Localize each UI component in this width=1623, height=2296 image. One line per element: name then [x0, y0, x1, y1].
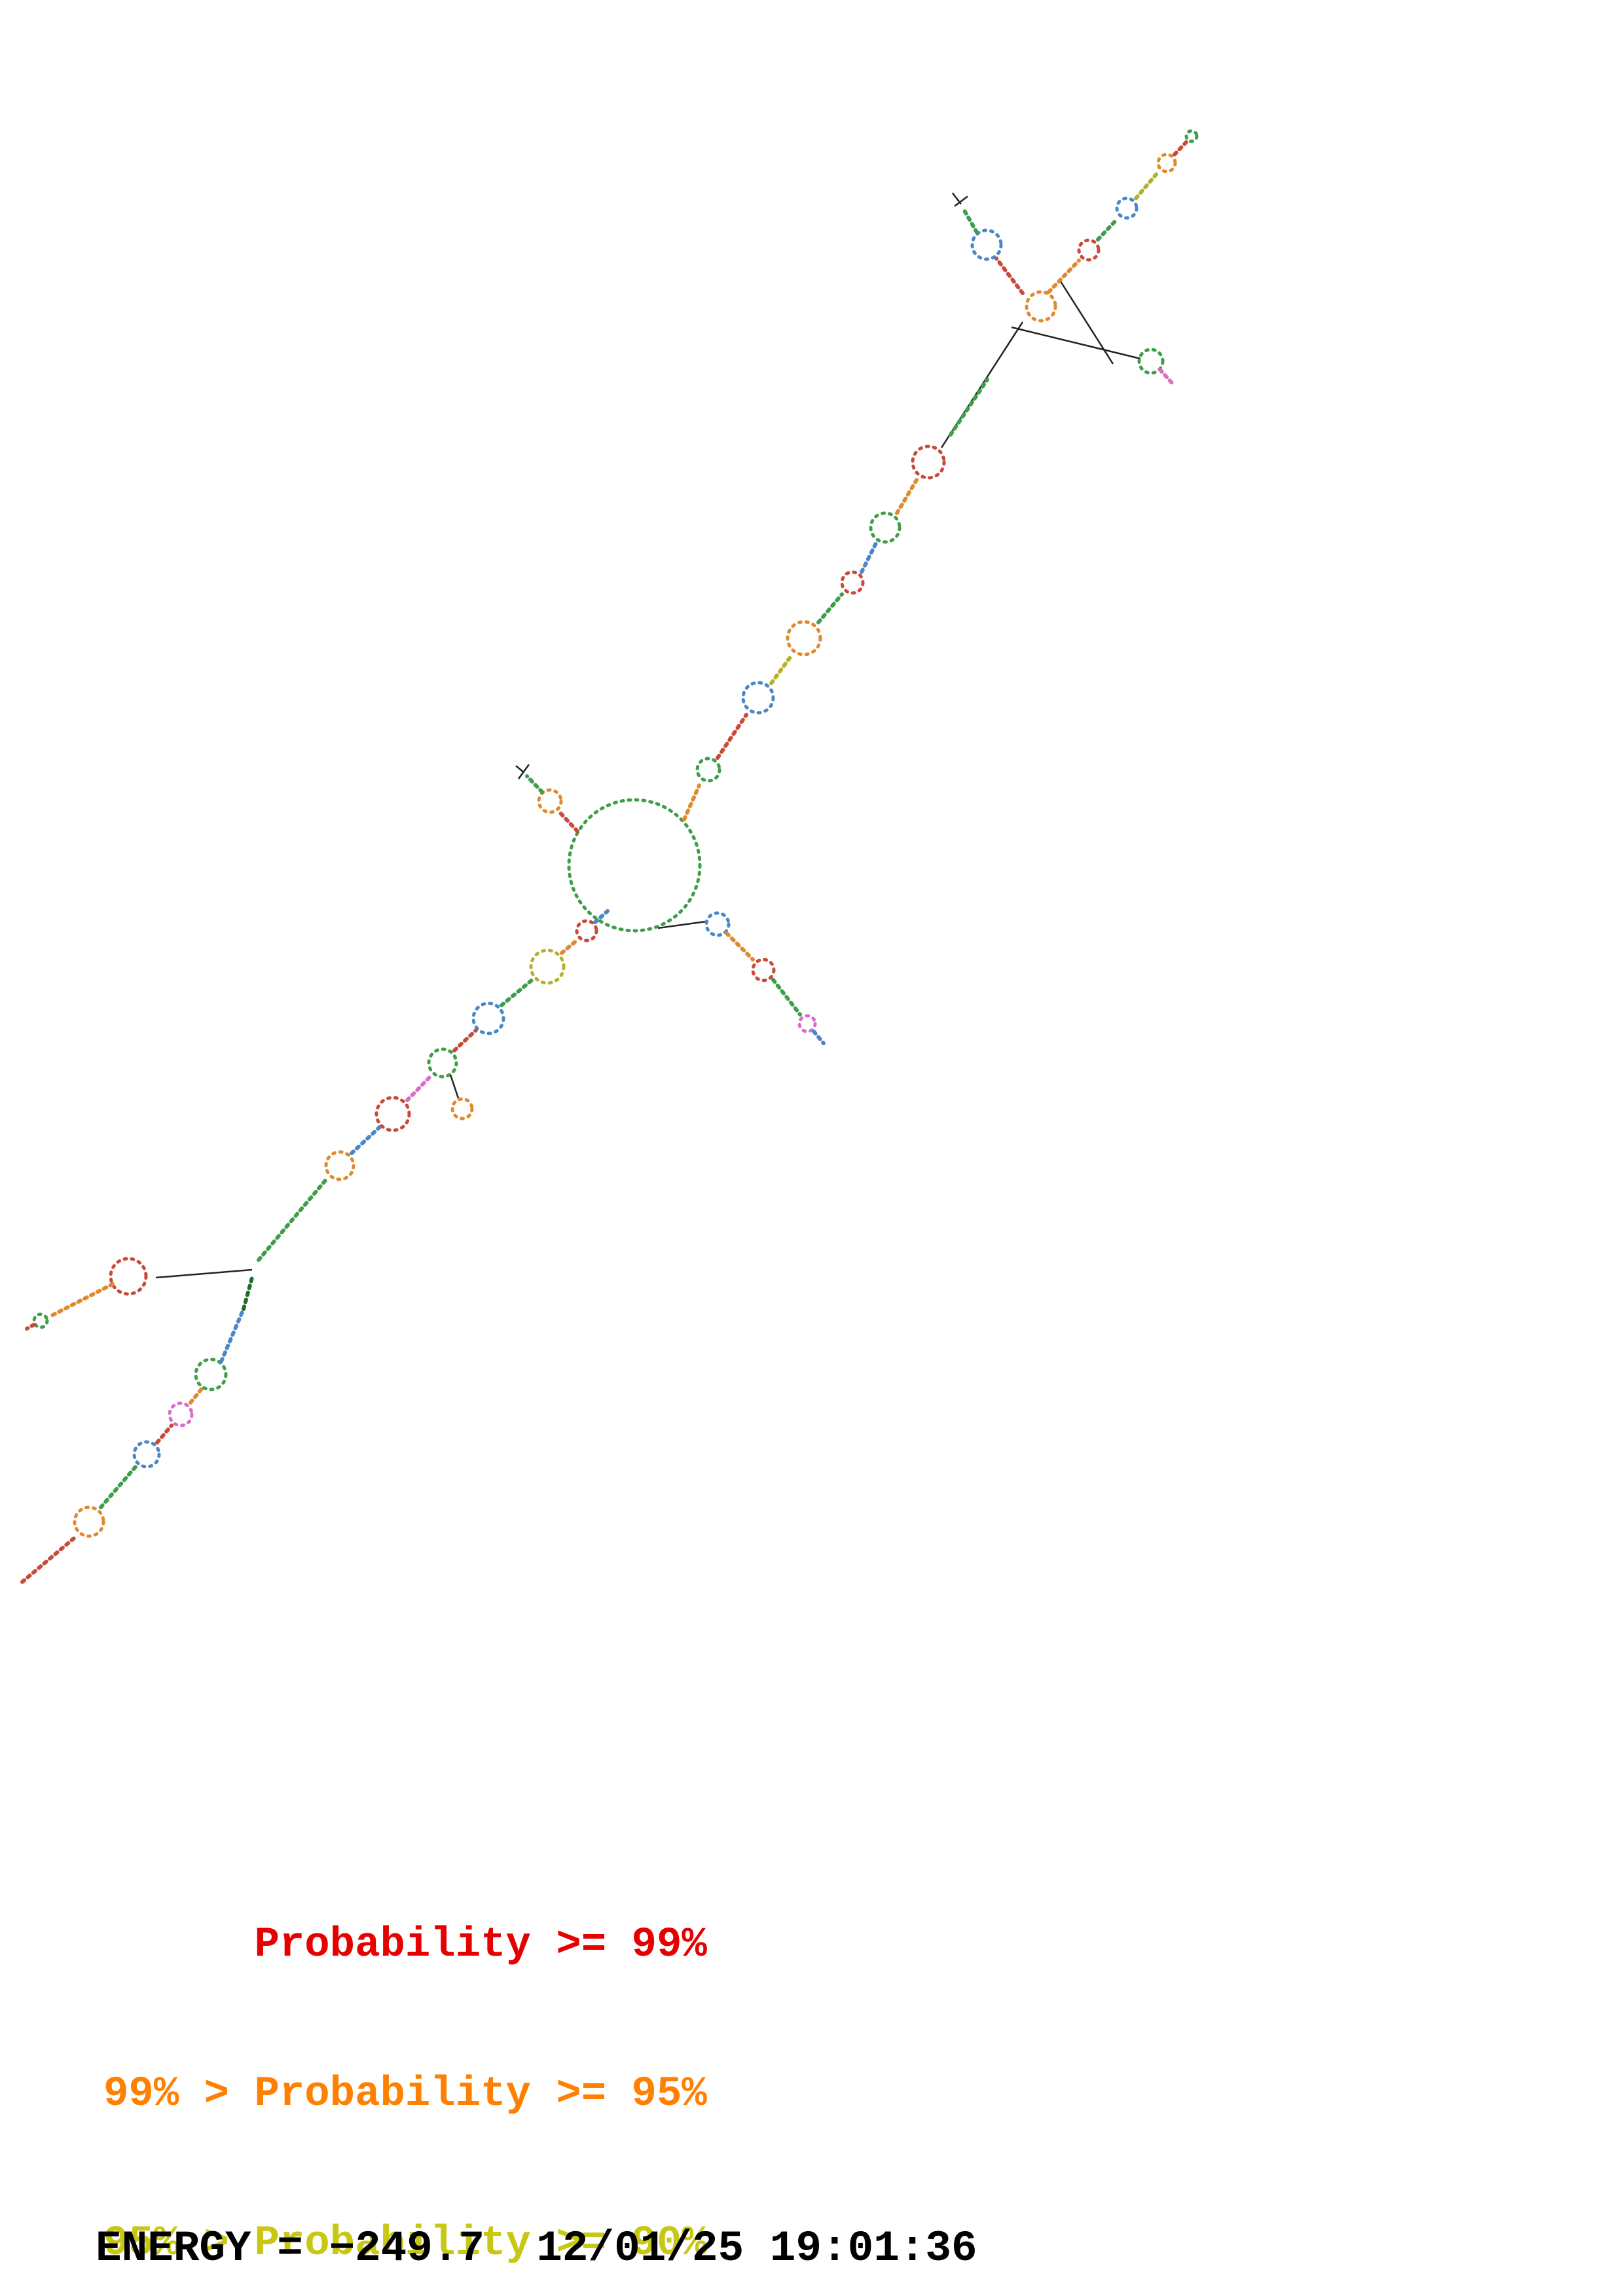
legend-item-99: Probability >= 99%: [103, 1922, 707, 1969]
probability-legend: Probability >= 99% 99% > Probability >= …: [103, 1821, 707, 2296]
structure-upper-arm: [682, 321, 1024, 821]
structure-central-multiloop: [515, 764, 826, 1045]
energy-label: ENERGY = −249.7 12/01/25 19:01:36: [96, 2224, 977, 2273]
legend-item-95: 99% > Probability >= 95%: [103, 2071, 707, 2118]
structure-lower-arm: [20, 909, 610, 1584]
structure-top-junction: [952, 129, 1199, 385]
rna-structure-diagram: [20, 129, 1199, 1584]
legend-item-90: 95% > Probability >= 90%: [103, 2220, 707, 2267]
